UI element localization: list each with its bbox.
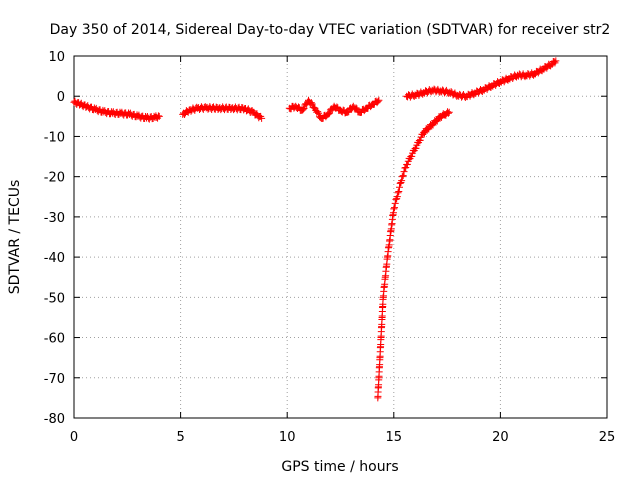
trace-point bbox=[299, 106, 307, 114]
trace-point bbox=[344, 108, 352, 116]
trace-point bbox=[408, 152, 416, 160]
trace-point bbox=[374, 97, 382, 105]
y-tick-label: -20 bbox=[44, 171, 65, 186]
x-tick-label: 5 bbox=[176, 430, 184, 445]
data-point bbox=[155, 112, 163, 120]
trace-point bbox=[550, 58, 558, 66]
trace-point bbox=[444, 108, 452, 116]
trace-point bbox=[391, 199, 399, 207]
trace-point bbox=[416, 136, 424, 144]
y-tick-labels: -80 -70 -60 -50 -40 -30 -20 -10 0 10 bbox=[44, 50, 65, 427]
trace-point bbox=[398, 177, 406, 185]
data-point bbox=[398, 173, 406, 181]
trace-point bbox=[314, 108, 322, 116]
x-tick-label: 20 bbox=[492, 430, 509, 445]
plot-frame bbox=[73, 55, 608, 419]
y-tick-label: -10 bbox=[44, 130, 65, 145]
trace-point bbox=[393, 193, 401, 201]
y-tick-label: -60 bbox=[44, 332, 65, 347]
trace-point bbox=[402, 164, 410, 172]
series-2 bbox=[179, 103, 266, 122]
x-tick-label: 15 bbox=[386, 430, 403, 445]
trace-point bbox=[307, 99, 315, 107]
series-1 bbox=[70, 97, 163, 123]
trace-point bbox=[401, 164, 409, 172]
series-3 bbox=[285, 96, 383, 123]
x-tick-labels: 0 5 10 15 20 25 bbox=[70, 430, 615, 445]
data-point bbox=[445, 108, 453, 116]
y-tick-label: -50 bbox=[44, 291, 65, 306]
data-point bbox=[258, 114, 266, 122]
y-tick-label: -70 bbox=[44, 372, 65, 387]
y-tick-label: 10 bbox=[48, 50, 65, 65]
trace-point bbox=[400, 168, 408, 176]
trace-point bbox=[395, 187, 403, 195]
x-tick-label: 10 bbox=[279, 430, 296, 445]
data-point bbox=[390, 205, 398, 213]
trace-point bbox=[391, 204, 399, 212]
data-point bbox=[394, 189, 402, 197]
data-point bbox=[298, 106, 306, 114]
y-tick-label: 0 bbox=[57, 90, 65, 105]
y-tick-label: -80 bbox=[44, 412, 65, 427]
series-5 bbox=[403, 57, 560, 101]
trace-point bbox=[300, 105, 308, 113]
data-markers bbox=[70, 57, 560, 402]
trace-point bbox=[444, 109, 452, 117]
x-tick-label: 0 bbox=[70, 430, 78, 445]
x-axis-label: GPS time / hours bbox=[281, 459, 398, 475]
x-tick-label: 25 bbox=[599, 430, 616, 445]
y-tick-label: -40 bbox=[44, 251, 65, 266]
trace-point bbox=[308, 100, 316, 108]
data-point bbox=[375, 96, 383, 104]
trace-point bbox=[325, 110, 333, 118]
chart-title: Day 350 of 2014, Sidereal Day-to-day VTE… bbox=[50, 22, 611, 38]
y-axis-label: SDTVAR / TECUs bbox=[7, 180, 23, 295]
trace-point bbox=[403, 160, 411, 168]
axis-ticks bbox=[73, 55, 608, 419]
y-tick-label: -30 bbox=[44, 211, 65, 226]
data-point bbox=[552, 57, 560, 65]
trace-point bbox=[352, 104, 360, 112]
grid-lines bbox=[74, 56, 607, 418]
trace-point bbox=[399, 172, 407, 180]
trace-point bbox=[315, 109, 323, 117]
trace-point bbox=[412, 144, 420, 152]
trace-point bbox=[313, 108, 321, 116]
series-4 bbox=[374, 108, 453, 402]
trace-point bbox=[395, 183, 403, 191]
